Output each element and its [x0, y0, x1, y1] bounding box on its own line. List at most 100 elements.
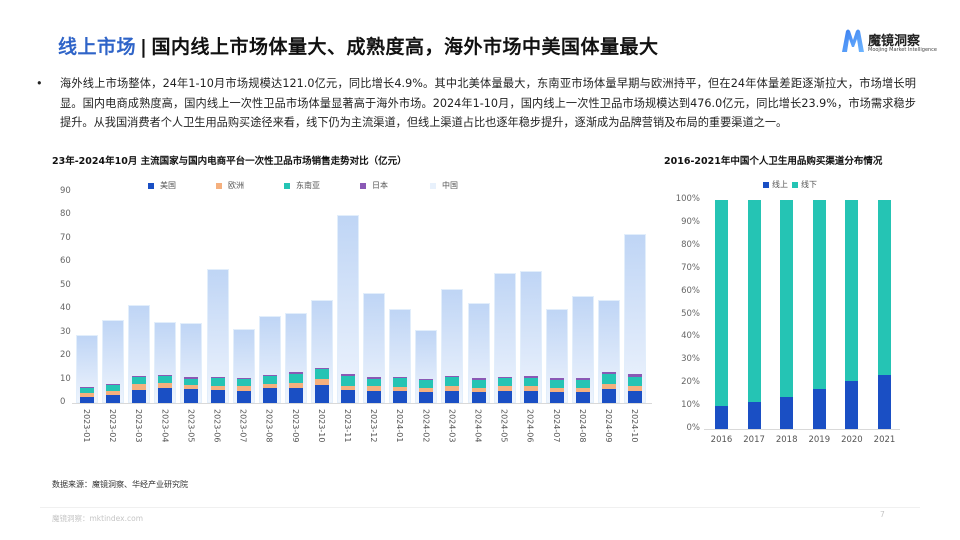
bar-segment-jp — [158, 374, 173, 377]
bar-segment-eu — [341, 385, 355, 391]
y-tick-label: 70 — [60, 232, 71, 243]
legend-swatch-cn — [430, 182, 436, 189]
bar-segment-eu — [497, 386, 512, 391]
bar-segment-sea — [288, 373, 303, 384]
x-tick-label: 2020 — [841, 435, 863, 445]
bar-segment-eu — [523, 385, 538, 391]
bar-segment-jp — [106, 384, 121, 385]
bar-segment-jp — [367, 377, 382, 379]
bar-segment-eu — [184, 385, 199, 390]
bar-segment-jp — [628, 374, 643, 377]
y-tick-label: 80 — [60, 209, 71, 220]
x-tick-label: 2023-04 — [160, 409, 170, 443]
bar-segment-us — [210, 390, 225, 403]
bar-segment-us — [575, 392, 590, 403]
footer-divider — [40, 507, 920, 508]
bar-segment-eu — [575, 387, 590, 393]
left-chart: 美国 欧洲 东南亚 日本 中国 0 10 20 30 40 50 60 70 80 90 2023-… — [60, 180, 653, 443]
m-logo-icon — [842, 29, 864, 52]
legend-swatch-jp — [360, 182, 366, 189]
y-tick-label: 0 — [60, 397, 66, 407]
x-tick-label: 2024-10 — [630, 409, 640, 443]
bar-segment-jp — [497, 376, 512, 379]
bar-segment-sea — [393, 378, 408, 388]
y-tick-label: 10% — [681, 400, 700, 411]
y-tick-label: 20 — [60, 350, 71, 361]
x-axis-line — [704, 429, 900, 430]
legend-swatch-sea — [284, 182, 290, 189]
bar-segment-us — [80, 397, 94, 403]
bar-segment-jp — [132, 376, 147, 378]
bar-segment-eu — [445, 386, 460, 391]
bar-segment-sea — [236, 379, 251, 387]
bar-segment-us — [497, 390, 512, 403]
bar-online — [780, 396, 794, 429]
logo-subtitle: Moojing Market Intelligence — [868, 47, 938, 53]
title-text: 国内线上市场体量大、成熟度高，海外市场中美国体量最大 — [151, 36, 659, 58]
bar-segment-sea — [575, 379, 590, 388]
y-tick-label: 90 — [60, 186, 71, 196]
bar-segment-sea — [80, 387, 94, 393]
bar-segment-sea — [523, 377, 538, 386]
bar-segment-us — [132, 390, 147, 403]
y-tick-label: 50% — [681, 308, 700, 319]
y-tick-label: 50 — [60, 279, 71, 290]
bar-segment-jp — [288, 372, 303, 374]
bar-segment-us — [367, 390, 382, 403]
bar-offline — [845, 200, 859, 381]
y-tick-label: 60% — [681, 285, 700, 296]
bar-online — [878, 375, 891, 429]
bar-segment-eu — [549, 388, 564, 393]
legend-cn: 中国 — [430, 180, 458, 191]
x-tick-label: 2023-12 — [369, 409, 379, 443]
bar-segment-eu — [314, 379, 329, 386]
bar-segment-sea — [106, 384, 121, 391]
bar-segment-sea — [471, 379, 486, 389]
bar-segment-us — [341, 390, 355, 403]
y-tick-label: 40% — [681, 331, 700, 342]
bar-offline — [812, 200, 826, 389]
bar-segment-jp — [314, 367, 329, 370]
bar-online — [812, 388, 826, 429]
bar-segment-jp — [341, 374, 355, 376]
y-tick-label: 10 — [60, 373, 71, 384]
bar-segment-eu — [158, 382, 173, 389]
bar-segment-us — [106, 395, 121, 403]
bar-segment-us — [288, 387, 303, 403]
bar-segment-eu — [419, 388, 434, 393]
bar-segment-us — [262, 388, 277, 403]
x-tick-label: 2023-11 — [343, 409, 352, 443]
x-tick-label: 2023-03 — [134, 409, 144, 443]
bar-segment-us — [549, 392, 564, 403]
bar-segment-eu — [210, 385, 225, 391]
x-tick-label: 2023-06 — [212, 409, 222, 443]
bar-segment-us — [419, 392, 434, 403]
bar-segment-sea — [549, 380, 564, 389]
y-tick-label: 30% — [681, 354, 700, 365]
bar-segment-us — [445, 390, 460, 403]
bar-segment-us — [523, 390, 538, 403]
legend-jp: 日本 — [360, 180, 430, 191]
bar-segment-eu — [80, 392, 94, 398]
bar-segment-jp — [393, 376, 408, 379]
x-tick-label: 2024-07 — [551, 409, 561, 443]
bar-segment-sea — [158, 376, 173, 383]
x-axis-line — [72, 403, 653, 404]
bar-segment-sea — [132, 377, 147, 385]
bar-segment-eu — [288, 383, 303, 388]
left-chart-legend: 美国 欧洲 东南亚 日本 中国 — [148, 180, 458, 191]
y-tick-label: 20% — [681, 377, 700, 388]
x-tick-label: 2024-02 — [421, 409, 431, 443]
bar-segment-us — [236, 390, 251, 403]
x-tick-label: 2016 — [710, 435, 733, 445]
bar-segment-eu — [236, 386, 251, 391]
bar-offline — [780, 200, 794, 397]
legend-sea: 东南亚 — [284, 180, 360, 191]
bar-online — [715, 406, 728, 429]
bar-segment-jp — [471, 377, 486, 380]
y-tick-label: 30 — [60, 326, 71, 337]
bar-segment-us — [602, 389, 616, 403]
logo-name: 魔镜洞察 — [868, 34, 921, 49]
bar-offline — [715, 200, 728, 407]
right-chart-legend: 线上 线下 — [763, 179, 817, 190]
